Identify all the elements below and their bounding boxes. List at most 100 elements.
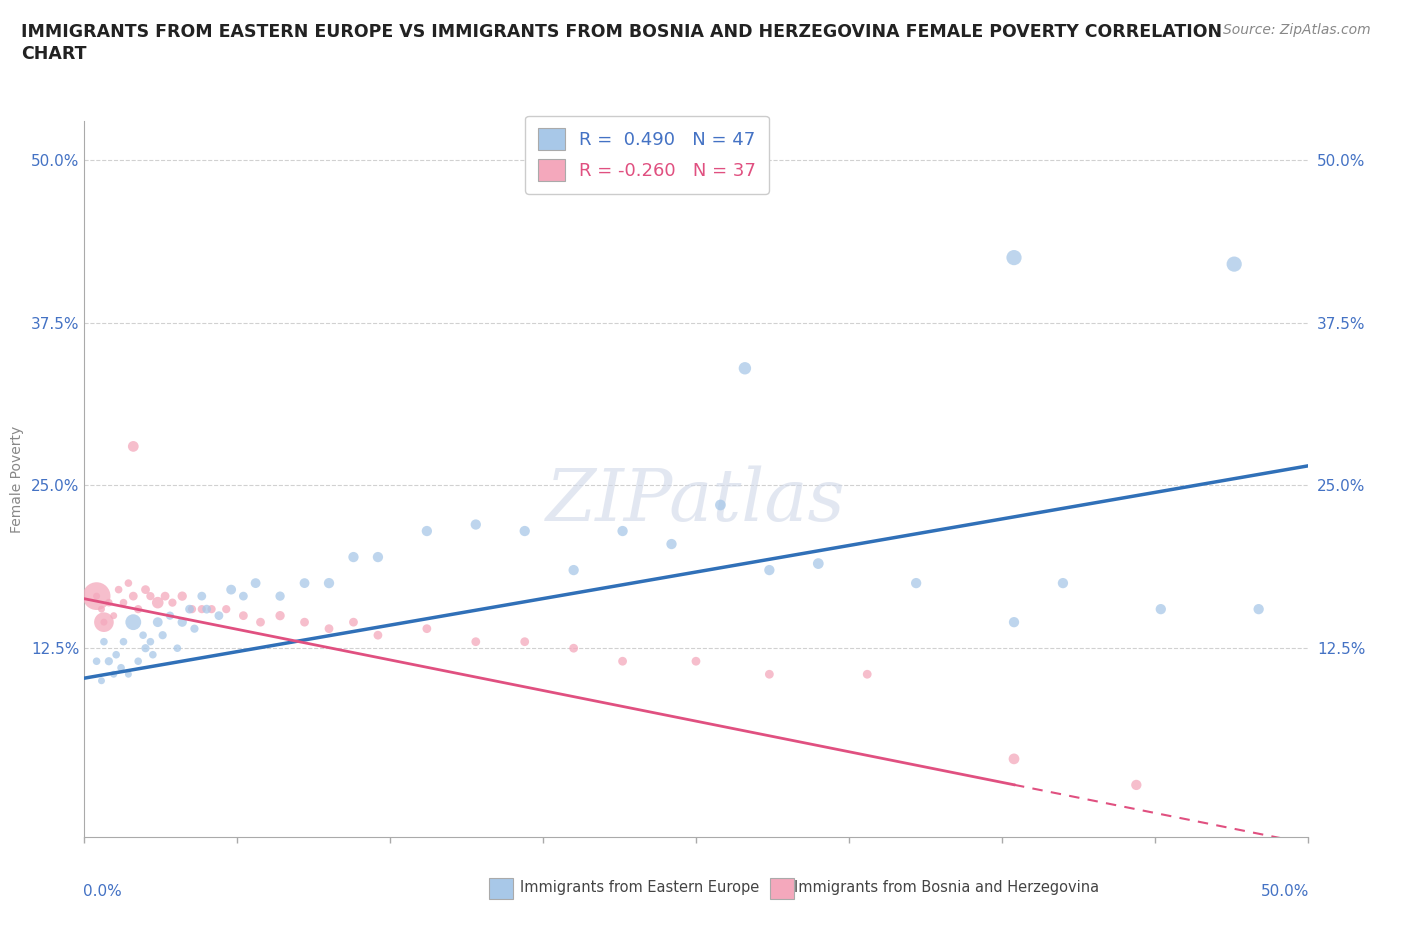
- Point: [464, 634, 486, 649]
- Point: [612, 654, 634, 669]
- Point: [183, 621, 205, 636]
- Point: [1223, 257, 1246, 272]
- Point: [562, 563, 585, 578]
- Point: [139, 634, 162, 649]
- Point: [215, 602, 238, 617]
- Point: [709, 498, 731, 512]
- Point: [181, 602, 204, 617]
- Point: [153, 589, 176, 604]
- Point: [103, 608, 125, 623]
- Point: [1002, 751, 1025, 766]
- Point: [146, 615, 169, 630]
- Point: [232, 608, 254, 623]
- Text: CHART: CHART: [21, 45, 87, 62]
- Point: [117, 576, 139, 591]
- Legend: R =  0.490   N = 47, R = -0.260   N = 37: R = 0.490 N = 47, R = -0.260 N = 37: [526, 115, 769, 194]
- Point: [132, 628, 155, 643]
- Text: ZIPatlas: ZIPatlas: [546, 465, 846, 536]
- Point: [758, 563, 780, 578]
- Point: [367, 550, 389, 565]
- Point: [758, 667, 780, 682]
- Point: [661, 537, 683, 551]
- Point: [232, 589, 254, 604]
- Point: [294, 576, 316, 591]
- Point: [86, 589, 108, 604]
- Point: [97, 654, 120, 669]
- Point: [219, 582, 242, 597]
- Point: [93, 634, 115, 649]
- Point: [122, 589, 145, 604]
- Point: [166, 641, 188, 656]
- Point: [416, 524, 439, 538]
- Point: [318, 576, 340, 591]
- Point: [734, 361, 756, 376]
- Text: 0.0%: 0.0%: [83, 884, 122, 898]
- Point: [152, 628, 174, 643]
- Point: [117, 667, 139, 682]
- Point: [107, 582, 129, 597]
- Point: [245, 576, 267, 591]
- Point: [269, 608, 291, 623]
- Point: [342, 615, 364, 630]
- Point: [685, 654, 707, 669]
- Point: [318, 621, 340, 636]
- Point: [103, 667, 125, 682]
- Point: [562, 641, 585, 656]
- Point: [179, 602, 201, 617]
- Point: [122, 615, 145, 630]
- Point: [416, 621, 439, 636]
- Point: [97, 595, 120, 610]
- Point: [112, 595, 135, 610]
- Point: [1150, 602, 1173, 617]
- Point: [159, 608, 181, 623]
- Point: [905, 576, 928, 591]
- Point: [162, 595, 184, 610]
- Point: [1002, 250, 1025, 265]
- Point: [513, 524, 536, 538]
- Text: Immigrants from Eastern Europe: Immigrants from Eastern Europe: [520, 880, 759, 895]
- Point: [135, 582, 157, 597]
- Point: [856, 667, 879, 682]
- Point: [200, 602, 222, 617]
- Point: [249, 615, 271, 630]
- Point: [172, 589, 194, 604]
- Point: [1125, 777, 1147, 792]
- Point: [1052, 576, 1074, 591]
- Point: [807, 556, 830, 571]
- Point: [105, 647, 128, 662]
- Point: [93, 615, 115, 630]
- Point: [139, 589, 162, 604]
- Point: [127, 654, 149, 669]
- Point: [86, 654, 108, 669]
- Y-axis label: Female Poverty: Female Poverty: [10, 425, 24, 533]
- Point: [342, 550, 364, 565]
- Point: [294, 615, 316, 630]
- Point: [464, 517, 486, 532]
- Point: [112, 634, 135, 649]
- Point: [269, 589, 291, 604]
- Point: [110, 660, 132, 675]
- Point: [127, 602, 149, 617]
- Point: [172, 615, 194, 630]
- Point: [93, 615, 115, 630]
- Point: [142, 647, 165, 662]
- Point: [146, 595, 169, 610]
- Point: [191, 602, 214, 617]
- Point: [122, 439, 145, 454]
- Point: [1002, 615, 1025, 630]
- Text: Source: ZipAtlas.com: Source: ZipAtlas.com: [1223, 23, 1371, 37]
- Point: [513, 634, 536, 649]
- Point: [208, 608, 231, 623]
- Point: [191, 589, 214, 604]
- Text: 50.0%: 50.0%: [1260, 884, 1309, 898]
- Text: Immigrants from Bosnia and Herzegovina: Immigrants from Bosnia and Herzegovina: [794, 880, 1099, 895]
- Point: [195, 602, 218, 617]
- Point: [135, 641, 157, 656]
- Point: [367, 628, 389, 643]
- Point: [612, 524, 634, 538]
- Point: [86, 589, 108, 604]
- Point: [1247, 602, 1270, 617]
- Point: [90, 673, 112, 688]
- Point: [90, 602, 112, 617]
- Text: IMMIGRANTS FROM EASTERN EUROPE VS IMMIGRANTS FROM BOSNIA AND HERZEGOVINA FEMALE : IMMIGRANTS FROM EASTERN EUROPE VS IMMIGR…: [21, 23, 1222, 41]
